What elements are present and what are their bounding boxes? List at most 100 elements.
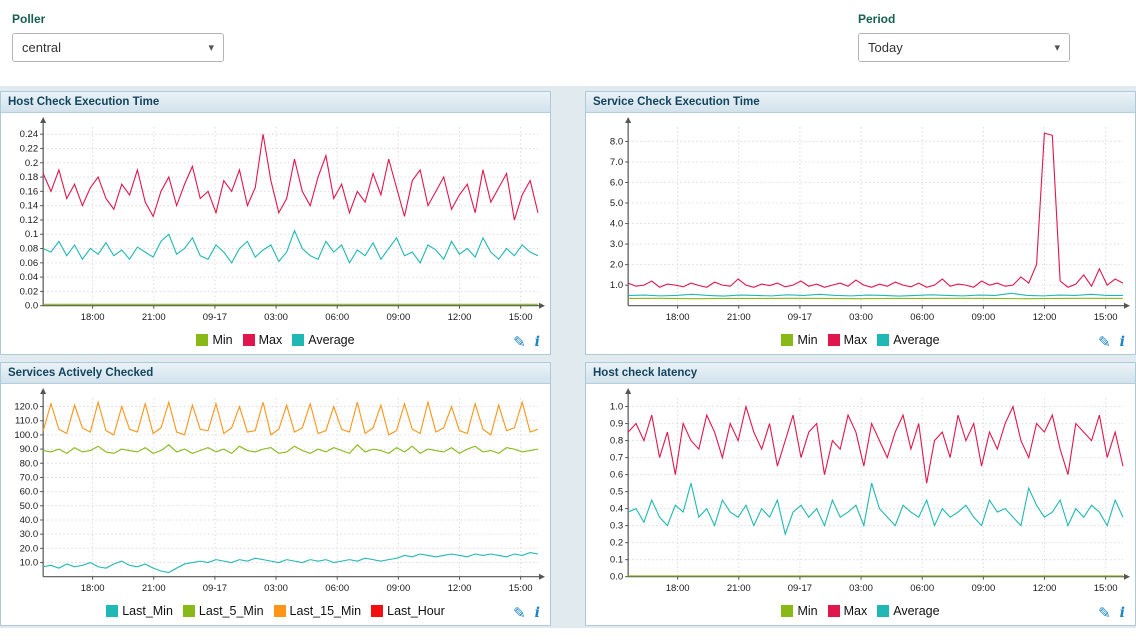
svg-text:21:00: 21:00 bbox=[727, 312, 751, 323]
svg-text:0.22: 0.22 bbox=[20, 143, 39, 154]
svg-text:0.9: 0.9 bbox=[610, 418, 623, 429]
svg-text:0.4: 0.4 bbox=[610, 503, 624, 514]
svg-text:0.2: 0.2 bbox=[25, 158, 38, 169]
chart-footer: Last_Min Last_5_Min Last_15_Min Last_Hour ✎… bbox=[1, 603, 550, 625]
svg-text:09-17: 09-17 bbox=[788, 312, 812, 323]
svg-text:1.0: 1.0 bbox=[610, 401, 623, 412]
svg-text:12:00: 12:00 bbox=[1033, 312, 1057, 323]
svg-text:03:00: 03:00 bbox=[264, 312, 288, 323]
poller-selected-value: central bbox=[22, 40, 62, 55]
svg-text:09-17: 09-17 bbox=[788, 583, 812, 594]
period-selected-value: Today bbox=[868, 40, 903, 55]
svg-text:20.0: 20.0 bbox=[20, 543, 39, 554]
svg-text:0.1: 0.1 bbox=[610, 554, 623, 565]
svg-text:0.12: 0.12 bbox=[20, 215, 39, 226]
legend-swatch bbox=[106, 605, 119, 618]
svg-text:0.18: 0.18 bbox=[20, 172, 39, 183]
svg-text:80.0: 80.0 bbox=[20, 458, 39, 469]
svg-text:09-17: 09-17 bbox=[203, 312, 227, 323]
svg-text:15:00: 15:00 bbox=[509, 583, 533, 594]
svg-text:110.0: 110.0 bbox=[15, 416, 38, 427]
svg-text:8.0: 8.0 bbox=[610, 136, 623, 147]
svg-text:5.0: 5.0 bbox=[610, 198, 623, 209]
svg-text:12:00: 12:00 bbox=[448, 583, 472, 594]
edit-graph-icon[interactable]: ✎ bbox=[513, 604, 526, 622]
svg-text:0.5: 0.5 bbox=[610, 486, 623, 497]
svg-text:03:00: 03:00 bbox=[264, 583, 288, 594]
info-icon[interactable]: i bbox=[534, 604, 540, 621]
chart-legend: Last_Min Last_5_Min Last_15_Min Last_Hour bbox=[106, 604, 445, 618]
svg-text:06:00: 06:00 bbox=[325, 583, 349, 594]
legend-label: Average bbox=[893, 333, 940, 348]
legend-swatch bbox=[196, 334, 209, 347]
info-icon[interactable]: i bbox=[1119, 333, 1125, 350]
svg-text:0.7: 0.7 bbox=[610, 452, 623, 463]
legend-swatch bbox=[781, 605, 794, 618]
svg-text:0.06: 0.06 bbox=[20, 258, 39, 269]
legend-swatch bbox=[292, 334, 305, 347]
svg-text:10.0: 10.0 bbox=[20, 557, 39, 568]
svg-text:50.0: 50.0 bbox=[20, 501, 39, 512]
svg-text:0.1: 0.1 bbox=[25, 229, 38, 240]
chart-legend: Min Max Average bbox=[196, 333, 355, 348]
legend-label: Min bbox=[797, 333, 818, 348]
svg-text:7.0: 7.0 bbox=[610, 157, 623, 168]
svg-text:18:00: 18:00 bbox=[666, 583, 690, 594]
legend-label: Last_5_Min bbox=[198, 604, 264, 619]
line-chart: 1.0 2.0 3.0 4.0 5.0 6.0 7.0 8.0 18:00 21:00 09-17 0… bbox=[586, 113, 1135, 332]
legend-item: Min bbox=[196, 333, 233, 347]
panel-host-check-latency: Host check latency 0.0 0.1 0.2 0.3 0.4 0.5 0.6… bbox=[585, 361, 1136, 626]
svg-text:0.0: 0.0 bbox=[25, 301, 38, 312]
legend-item: Average bbox=[877, 604, 940, 618]
legend-label: Max bbox=[258, 333, 283, 348]
line-chart: 0.0 0.1 0.2 0.3 0.4 0.5 0.6 0.7 0.8 0.9 1.0 18:00 21… bbox=[586, 384, 1135, 603]
filter-bar: Poller central ▾ Period Today ▾ bbox=[0, 0, 1136, 86]
charts-grid: Host Check Execution Time 0.0 0.02 0.04 0.0… bbox=[0, 86, 1136, 628]
period-field: Period Today ▾ bbox=[858, 12, 1070, 62]
poller-field: Poller central ▾ bbox=[12, 12, 224, 62]
svg-text:30.0: 30.0 bbox=[20, 529, 39, 540]
chart-legend: Min Max Average bbox=[781, 333, 940, 348]
svg-text:15:00: 15:00 bbox=[509, 312, 533, 323]
svg-text:0.16: 0.16 bbox=[20, 186, 39, 197]
poller-label: Poller bbox=[12, 12, 46, 26]
svg-text:06:00: 06:00 bbox=[910, 312, 934, 323]
svg-text:120.0: 120.0 bbox=[14, 401, 38, 412]
legend-swatch bbox=[877, 605, 890, 618]
legend-swatch bbox=[182, 605, 195, 618]
svg-text:18:00: 18:00 bbox=[81, 312, 105, 323]
svg-text:90.0: 90.0 bbox=[20, 444, 39, 455]
svg-text:0.04: 0.04 bbox=[20, 272, 39, 283]
svg-text:0.8: 0.8 bbox=[610, 435, 623, 446]
svg-text:0.6: 0.6 bbox=[610, 469, 623, 480]
legend-label: Min bbox=[797, 604, 818, 619]
edit-graph-icon[interactable]: ✎ bbox=[1098, 604, 1111, 622]
period-label: Period bbox=[858, 12, 896, 26]
chart-title: Service Check Execution Time bbox=[586, 92, 1135, 113]
legend-item: Max bbox=[827, 333, 867, 347]
svg-text:21:00: 21:00 bbox=[142, 583, 166, 594]
legend-swatch bbox=[781, 334, 794, 347]
svg-text:21:00: 21:00 bbox=[142, 312, 166, 323]
svg-text:06:00: 06:00 bbox=[910, 583, 934, 594]
chart-title: Host check latency bbox=[586, 362, 1135, 384]
svg-text:03:00: 03:00 bbox=[849, 312, 873, 323]
edit-graph-icon[interactable]: ✎ bbox=[513, 333, 526, 351]
svg-text:12:00: 12:00 bbox=[448, 312, 472, 323]
svg-text:18:00: 18:00 bbox=[81, 583, 105, 594]
legend-item: Max bbox=[242, 333, 283, 348]
poller-select[interactable]: central ▾ bbox=[12, 33, 224, 62]
svg-text:21:00: 21:00 bbox=[727, 583, 751, 594]
info-icon[interactable]: i bbox=[534, 333, 540, 350]
svg-text:06:00: 06:00 bbox=[325, 312, 349, 323]
svg-text:09:00: 09:00 bbox=[971, 312, 995, 323]
legend-item: Last_5_Min bbox=[182, 604, 264, 619]
panel-host-check-execution-time: Host Check Execution Time 0.0 0.02 0.04 0.0… bbox=[0, 91, 551, 355]
chart-footer: Min Max Average ✎ i bbox=[1, 332, 550, 354]
svg-text:0.0: 0.0 bbox=[610, 572, 623, 583]
info-icon[interactable]: i bbox=[1119, 604, 1125, 621]
svg-text:0.02: 0.02 bbox=[20, 286, 39, 297]
svg-text:0.2: 0.2 bbox=[610, 537, 623, 548]
edit-graph-icon[interactable]: ✎ bbox=[1098, 333, 1111, 351]
period-select[interactable]: Today ▾ bbox=[858, 33, 1070, 62]
